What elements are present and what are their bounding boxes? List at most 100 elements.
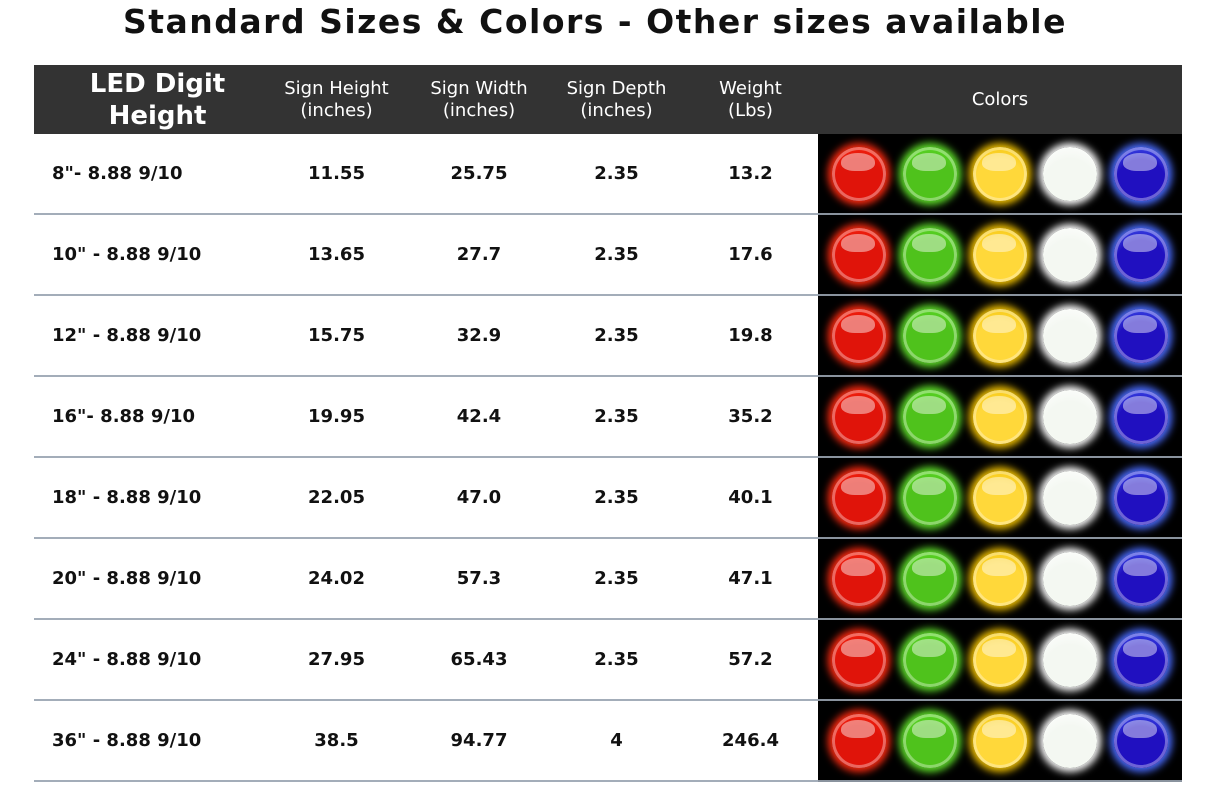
sign-depth-cell: 2.35	[550, 214, 683, 296]
sign-height-cell: 15.75	[265, 295, 408, 377]
digit-height-cell: 16"- 8.88 9/10	[34, 376, 265, 458]
white-led-icon	[1043, 227, 1098, 282]
red-led-icon	[832, 308, 887, 363]
sign-depth-cell: 2.35	[550, 619, 683, 701]
colors-cell	[818, 457, 1182, 539]
weight-cell: 57.2	[683, 619, 818, 701]
header-sign-depth: Sign Depth (inches)	[550, 65, 683, 134]
sign-height-cell: 38.5	[265, 700, 408, 782]
yellow-led-icon	[972, 308, 1027, 363]
red-led-icon	[832, 551, 887, 606]
sign-height-cell: 13.65	[265, 214, 408, 296]
white-led-icon	[1043, 713, 1098, 768]
green-led-icon	[902, 146, 957, 201]
red-led-icon	[832, 632, 887, 687]
sign-height-cell: 27.95	[265, 619, 408, 701]
green-led-icon	[902, 470, 957, 525]
colors-cell	[818, 214, 1182, 296]
red-led-icon	[832, 470, 887, 525]
white-led-icon	[1043, 308, 1098, 363]
white-led-icon	[1043, 632, 1098, 687]
red-led-icon	[832, 146, 887, 201]
header-digit-height: LED Digit Height	[34, 65, 265, 134]
blue-led-icon	[1113, 227, 1168, 282]
digit-height-cell: 20" - 8.88 9/10	[34, 538, 265, 620]
green-led-icon	[902, 308, 957, 363]
blue-led-icon	[1113, 146, 1168, 201]
weight-cell: 47.1	[683, 538, 818, 620]
sign-depth-cell: 4	[550, 700, 683, 782]
weight-cell: 246.4	[683, 700, 818, 782]
green-led-icon	[902, 551, 957, 606]
white-led-icon	[1043, 470, 1098, 525]
green-led-icon	[902, 389, 957, 444]
sign-depth-cell: 2.35	[550, 538, 683, 620]
colors-cell	[818, 134, 1182, 215]
yellow-led-icon	[972, 551, 1027, 606]
digit-height-cell: 8"- 8.88 9/10	[34, 134, 265, 215]
red-led-icon	[832, 713, 887, 768]
sign-depth-cell: 2.35	[550, 376, 683, 458]
sign-width-cell: 42.4	[408, 376, 550, 458]
white-led-icon	[1043, 146, 1098, 201]
green-led-icon	[902, 632, 957, 687]
header-unit: (inches)	[580, 99, 653, 121]
header-label: Weight	[719, 77, 782, 99]
sign-height-cell: 22.05	[265, 457, 408, 539]
sign-width-cell: 94.77	[408, 700, 550, 782]
colors-cell	[818, 619, 1182, 701]
header-unit: (Lbs)	[728, 99, 773, 121]
yellow-led-icon	[972, 389, 1027, 444]
table-row: 8"- 8.88 9/10 11.55 25.75 2.35 13.2	[34, 134, 1182, 215]
yellow-led-icon	[972, 227, 1027, 282]
header-unit: (inches)	[300, 99, 373, 121]
blue-led-icon	[1113, 389, 1168, 444]
table-row: 10" - 8.88 9/10 13.65 27.7 2.35 17.6	[34, 214, 1182, 296]
red-led-icon	[832, 227, 887, 282]
colors-cell	[818, 538, 1182, 620]
colors-cell	[818, 295, 1182, 377]
yellow-led-icon	[972, 470, 1027, 525]
table-row: 20" - 8.88 9/10 24.02 57.3 2.35 47.1	[34, 538, 1182, 620]
header-sign-width: Sign Width (inches)	[408, 65, 550, 134]
green-led-icon	[902, 227, 957, 282]
digit-height-cell: 36" - 8.88 9/10	[34, 700, 265, 782]
header-colors: Colors	[818, 65, 1182, 134]
header-label: Sign Depth	[566, 77, 667, 99]
blue-led-icon	[1113, 551, 1168, 606]
weight-cell: 40.1	[683, 457, 818, 539]
weight-cell: 19.8	[683, 295, 818, 377]
sizes-table: LED Digit Height Sign Height (inches) Sig…	[34, 65, 1182, 782]
colors-cell	[818, 376, 1182, 458]
sign-height-cell: 11.55	[265, 134, 408, 215]
sign-width-cell: 27.7	[408, 214, 550, 296]
white-led-icon	[1043, 551, 1098, 606]
sign-width-cell: 32.9	[408, 295, 550, 377]
table-row: 24" - 8.88 9/10 27.95 65.43 2.35 57.2	[34, 619, 1182, 701]
sign-width-cell: 57.3	[408, 538, 550, 620]
header-weight: Weight (Lbs)	[683, 65, 818, 134]
sign-depth-cell: 2.35	[550, 295, 683, 377]
yellow-led-icon	[972, 713, 1027, 768]
sign-depth-cell: 2.35	[550, 134, 683, 215]
digit-height-cell: 12" - 8.88 9/10	[34, 295, 265, 377]
sign-height-cell: 19.95	[265, 376, 408, 458]
header-sign-height: Sign Height (inches)	[265, 65, 408, 134]
blue-led-icon	[1113, 713, 1168, 768]
sign-depth-cell: 2.35	[550, 457, 683, 539]
table-row: 18" - 8.88 9/10 22.05 47.0 2.35 40.1	[34, 457, 1182, 539]
sign-width-cell: 25.75	[408, 134, 550, 215]
red-led-icon	[832, 389, 887, 444]
page-title: Standard Sizes & Colors - Other sizes av…	[122, 2, 1067, 41]
digit-height-cell: 18" - 8.88 9/10	[34, 457, 265, 539]
header-unit: (inches)	[442, 99, 516, 121]
colors-cell	[818, 700, 1182, 782]
weight-cell: 13.2	[683, 134, 818, 215]
header-label: Sign Width	[430, 77, 528, 99]
digit-height-cell: 24" - 8.88 9/10	[34, 619, 265, 701]
sign-height-cell: 24.02	[265, 538, 408, 620]
sign-width-cell: 65.43	[408, 619, 550, 701]
digit-height-cell: 10" - 8.88 9/10	[34, 214, 265, 296]
header-label: Sign Height	[284, 77, 389, 99]
blue-led-icon	[1113, 308, 1168, 363]
